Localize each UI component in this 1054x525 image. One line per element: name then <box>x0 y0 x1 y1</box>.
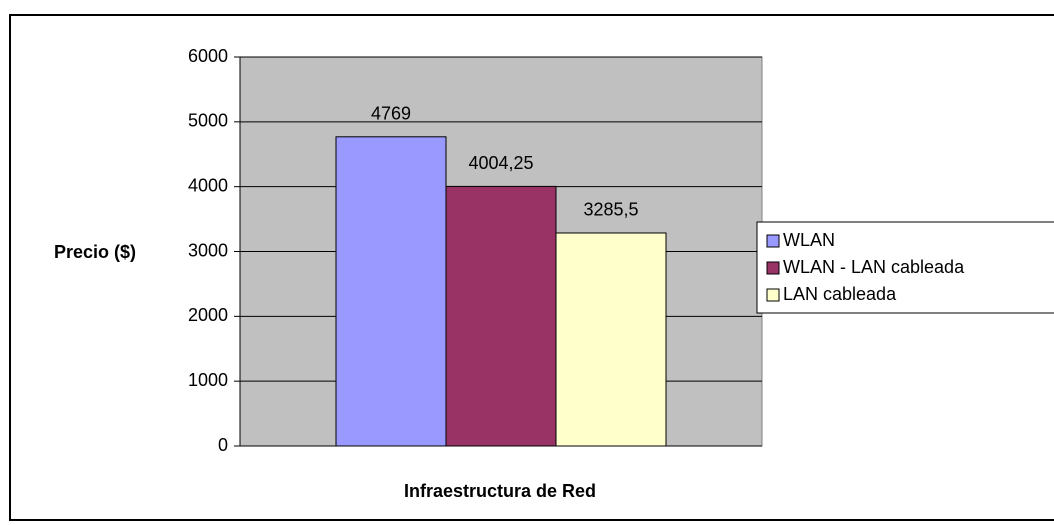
bar <box>445 185 557 447</box>
legend-box <box>756 221 1054 314</box>
legend-swatch <box>766 288 780 302</box>
y-axis-title: Precio ($) <box>54 242 136 262</box>
bar <box>555 232 667 447</box>
x-axis-title: Infraestructura de Red <box>404 481 596 501</box>
y-tick-label: 3000 <box>188 240 228 260</box>
y-tick-label: 0 <box>218 435 228 455</box>
y-tick-label: 4000 <box>188 175 228 195</box>
legend-swatch <box>766 234 780 248</box>
y-tick-label: 2000 <box>188 305 228 325</box>
data-label: 3285,5 <box>583 200 638 220</box>
data-label: 4004,25 <box>468 153 533 173</box>
y-tick-label: 5000 <box>188 111 228 131</box>
legend-label: WLAN <box>783 230 835 250</box>
legend-label: WLAN - LAN cableada <box>783 257 965 277</box>
bar <box>335 136 447 447</box>
legend-swatch <box>766 261 780 275</box>
y-tick-label: 6000 <box>188 46 228 66</box>
data-label: 4769 <box>371 104 411 124</box>
legend-label: LAN cableada <box>783 284 897 304</box>
y-tick-label: 1000 <box>188 370 228 390</box>
